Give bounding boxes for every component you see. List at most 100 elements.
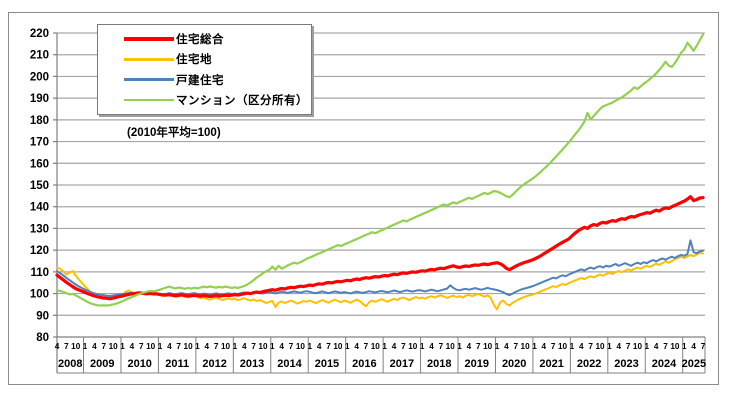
svg-text:2015: 2015 xyxy=(315,358,339,370)
svg-text:4: 4 xyxy=(691,342,696,351)
svg-text:1: 1 xyxy=(233,342,238,351)
svg-text:2012: 2012 xyxy=(202,358,226,370)
svg-text:130: 130 xyxy=(30,223,49,235)
svg-text:1: 1 xyxy=(495,342,500,351)
svg-text:7: 7 xyxy=(102,342,107,351)
svg-text:2020: 2020 xyxy=(502,358,526,370)
svg-text:10: 10 xyxy=(446,342,456,351)
svg-text:7: 7 xyxy=(701,342,706,351)
svg-text:2023: 2023 xyxy=(614,358,638,370)
svg-text:200: 200 xyxy=(30,71,49,83)
svg-text:90: 90 xyxy=(36,310,49,322)
svg-text:2014: 2014 xyxy=(277,358,302,370)
svg-text:10: 10 xyxy=(408,342,418,351)
svg-text:7: 7 xyxy=(64,342,69,351)
svg-text:2024: 2024 xyxy=(652,358,677,370)
svg-text:1: 1 xyxy=(420,342,425,351)
legend-label-detached-house: 戸建住宅 xyxy=(176,74,224,87)
red-line-swatch-icon xyxy=(124,37,174,42)
svg-text:1: 1 xyxy=(682,342,687,351)
svg-text:1: 1 xyxy=(345,342,350,351)
svg-text:4: 4 xyxy=(354,342,359,351)
svg-text:1: 1 xyxy=(570,342,575,351)
svg-text:7: 7 xyxy=(439,342,444,351)
legend-label-residential-land: 住宅地 xyxy=(176,54,212,67)
svg-text:4: 4 xyxy=(167,342,172,351)
svg-text:10: 10 xyxy=(333,342,343,351)
svg-text:7: 7 xyxy=(513,342,518,351)
svg-text:180: 180 xyxy=(30,115,49,127)
legend-item-condominium: マンション（区分所有） xyxy=(124,90,311,110)
svg-text:7: 7 xyxy=(551,342,556,351)
svg-text:170: 170 xyxy=(30,137,49,149)
blue-line-swatch-icon xyxy=(124,78,174,81)
svg-text:7: 7 xyxy=(626,342,631,351)
base-year-note: (2010年平均=100) xyxy=(127,127,221,139)
svg-text:10: 10 xyxy=(670,342,680,351)
svg-text:4: 4 xyxy=(55,342,60,351)
svg-text:10: 10 xyxy=(633,342,643,351)
svg-text:4: 4 xyxy=(242,342,247,351)
svg-text:4: 4 xyxy=(504,342,509,351)
svg-text:7: 7 xyxy=(139,342,144,351)
svg-text:150: 150 xyxy=(30,180,49,192)
svg-text:2013: 2013 xyxy=(240,358,264,370)
svg-text:4: 4 xyxy=(130,342,135,351)
legend-item-detached-house: 戸建住宅 xyxy=(124,70,311,90)
svg-text:7: 7 xyxy=(326,342,331,351)
svg-text:2021: 2021 xyxy=(539,358,563,370)
svg-text:80: 80 xyxy=(36,332,49,344)
green-line-swatch-icon xyxy=(124,98,174,102)
legend: 住宅総合 住宅地 戸建住宅 マンション（区分所有） xyxy=(97,24,312,115)
svg-text:220: 220 xyxy=(30,28,49,40)
svg-text:7: 7 xyxy=(401,342,406,351)
svg-text:10: 10 xyxy=(483,342,493,351)
svg-text:1: 1 xyxy=(83,342,88,351)
svg-text:4: 4 xyxy=(654,342,659,351)
svg-text:10: 10 xyxy=(296,342,306,351)
legend-label-housing-total: 住宅総合 xyxy=(176,34,224,47)
svg-text:110: 110 xyxy=(30,267,49,279)
svg-text:1: 1 xyxy=(195,342,200,351)
svg-text:2025: 2025 xyxy=(682,358,706,370)
svg-text:4: 4 xyxy=(579,342,584,351)
svg-text:1: 1 xyxy=(158,342,163,351)
svg-text:7: 7 xyxy=(214,342,219,351)
svg-text:10: 10 xyxy=(558,342,568,351)
svg-text:10: 10 xyxy=(521,342,531,351)
svg-text:1: 1 xyxy=(607,342,612,351)
svg-text:2022: 2022 xyxy=(577,358,601,370)
svg-text:2011: 2011 xyxy=(165,358,189,370)
svg-text:210: 210 xyxy=(30,50,49,62)
svg-text:7: 7 xyxy=(364,342,369,351)
svg-text:10: 10 xyxy=(71,342,81,351)
svg-text:140: 140 xyxy=(30,202,49,214)
legend-item-housing-total: 住宅総合 xyxy=(124,29,311,49)
svg-text:4: 4 xyxy=(205,342,210,351)
svg-text:1: 1 xyxy=(120,342,125,351)
svg-text:7: 7 xyxy=(176,342,181,351)
svg-text:2010: 2010 xyxy=(127,358,151,370)
svg-text:4: 4 xyxy=(392,342,397,351)
svg-text:7: 7 xyxy=(476,342,481,351)
svg-text:10: 10 xyxy=(371,342,381,351)
svg-text:10: 10 xyxy=(109,342,119,351)
svg-text:4: 4 xyxy=(317,342,322,351)
svg-text:10: 10 xyxy=(221,342,231,351)
svg-text:1: 1 xyxy=(532,342,537,351)
svg-text:10: 10 xyxy=(146,342,156,351)
svg-text:160: 160 xyxy=(30,158,49,170)
svg-text:10: 10 xyxy=(184,342,194,351)
svg-text:2019: 2019 xyxy=(465,358,489,370)
svg-text:2009: 2009 xyxy=(90,358,114,370)
svg-text:1: 1 xyxy=(645,342,650,351)
svg-text:4: 4 xyxy=(279,342,284,351)
svg-text:2017: 2017 xyxy=(390,358,414,370)
svg-text:2018: 2018 xyxy=(427,358,451,370)
svg-text:1: 1 xyxy=(270,342,275,351)
svg-text:4: 4 xyxy=(616,342,621,351)
svg-text:7: 7 xyxy=(588,342,593,351)
svg-text:7: 7 xyxy=(251,342,256,351)
svg-text:10: 10 xyxy=(258,342,268,351)
